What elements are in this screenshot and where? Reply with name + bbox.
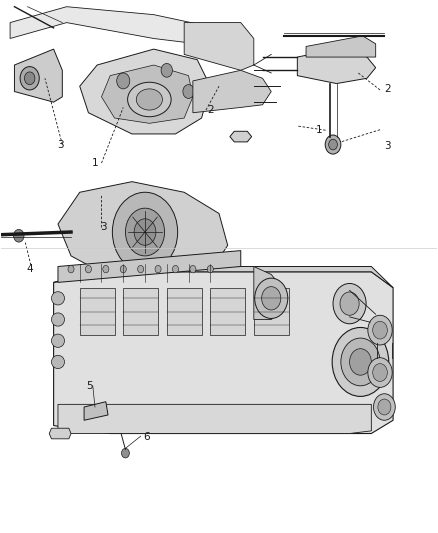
Circle shape: [328, 139, 337, 150]
Circle shape: [134, 219, 156, 245]
Circle shape: [117, 73, 130, 89]
Circle shape: [161, 63, 173, 77]
Circle shape: [125, 208, 165, 256]
Text: 3: 3: [385, 141, 391, 151]
Polygon shape: [58, 251, 241, 282]
Circle shape: [207, 265, 213, 273]
Circle shape: [373, 364, 387, 382]
Ellipse shape: [51, 292, 64, 305]
Circle shape: [341, 338, 380, 386]
Circle shape: [340, 292, 359, 316]
Circle shape: [25, 72, 35, 85]
Bar: [167, 288, 201, 335]
Bar: [210, 288, 245, 335]
Polygon shape: [14, 49, 62, 102]
Text: 1: 1: [316, 125, 322, 135]
Text: 2: 2: [385, 84, 391, 94]
Polygon shape: [80, 49, 210, 134]
Polygon shape: [102, 65, 193, 123]
Polygon shape: [49, 428, 71, 439]
Text: 6: 6: [143, 432, 149, 442]
Ellipse shape: [51, 313, 64, 326]
Polygon shape: [58, 405, 371, 433]
Ellipse shape: [51, 356, 64, 368]
Circle shape: [103, 265, 109, 273]
Text: 3: 3: [100, 222, 107, 232]
Circle shape: [332, 327, 389, 397]
Circle shape: [374, 394, 395, 420]
Circle shape: [254, 278, 288, 318]
Circle shape: [190, 265, 196, 273]
Bar: [254, 288, 289, 335]
Text: 3: 3: [57, 140, 64, 150]
Polygon shape: [10, 7, 241, 49]
Polygon shape: [230, 131, 252, 142]
Circle shape: [378, 399, 391, 415]
Circle shape: [261, 287, 281, 310]
Circle shape: [183, 85, 194, 99]
Circle shape: [368, 316, 392, 345]
Circle shape: [173, 265, 179, 273]
Polygon shape: [297, 49, 376, 84]
Ellipse shape: [51, 334, 64, 348]
Circle shape: [333, 284, 366, 324]
Circle shape: [121, 448, 129, 458]
Circle shape: [20, 67, 39, 90]
Circle shape: [138, 265, 144, 273]
Circle shape: [68, 265, 74, 273]
Circle shape: [155, 265, 161, 273]
Text: 4: 4: [26, 264, 33, 274]
Ellipse shape: [127, 82, 171, 117]
Text: 5: 5: [86, 381, 93, 391]
Circle shape: [373, 321, 387, 339]
Ellipse shape: [136, 89, 162, 110]
Text: 1: 1: [92, 158, 98, 168]
Polygon shape: [53, 272, 393, 433]
Polygon shape: [254, 266, 284, 319]
Polygon shape: [58, 182, 228, 282]
Circle shape: [325, 135, 341, 154]
Polygon shape: [184, 22, 254, 70]
Circle shape: [120, 265, 126, 273]
Circle shape: [368, 358, 392, 387]
Bar: [123, 288, 158, 335]
Circle shape: [113, 192, 178, 272]
Circle shape: [350, 349, 371, 375]
Circle shape: [85, 265, 92, 273]
Circle shape: [14, 229, 24, 242]
Polygon shape: [306, 36, 376, 57]
Polygon shape: [53, 266, 393, 288]
Polygon shape: [84, 402, 108, 420]
Text: 2: 2: [207, 105, 214, 115]
Bar: [80, 288, 115, 335]
Polygon shape: [193, 70, 271, 113]
